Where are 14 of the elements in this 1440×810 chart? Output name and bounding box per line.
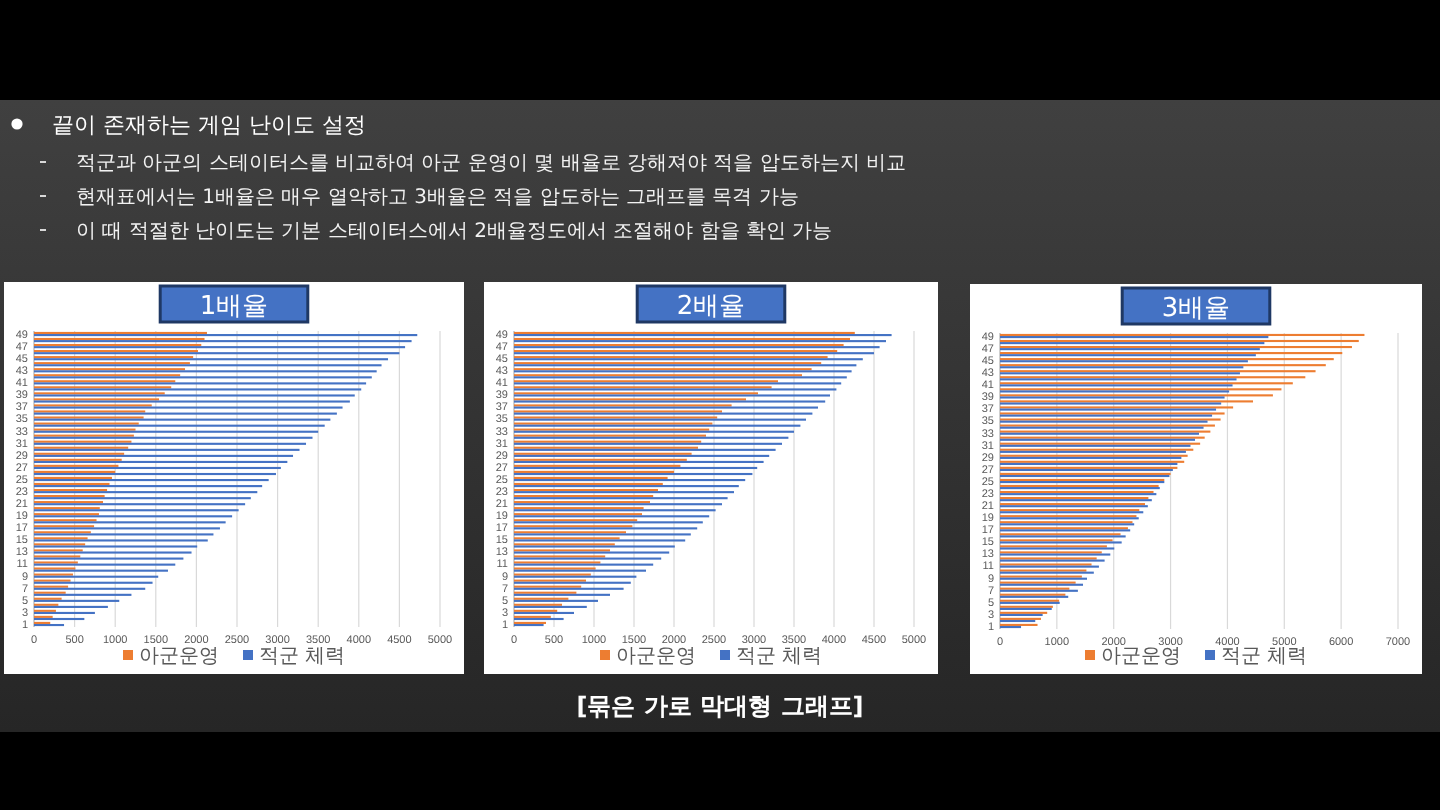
chart-title: 1배율 <box>199 292 269 322</box>
legend-label: 적군 체력 <box>736 646 823 668</box>
chart-title: 3배율 <box>1161 294 1231 324</box>
text: 끝이 존재하는 게임 난이도 설정 <box>52 112 366 138</box>
legend-label: 아군운영 <box>616 646 696 668</box>
text: [묶은 가로 막대형 그래프] <box>576 692 864 720</box>
text: 이 때 적절한 난이도는 기본 스테이터스에서 2배율정도에서 조절해야 함을 확인 가능 <box>76 221 833 243</box>
legend-label: 적군 체력 <box>1221 646 1308 668</box>
text: 적군과 아군의 스테이터스를 비교하여 아군 운영이 몇 배율로 강해져야 적을 압도하는지 비교 <box>76 153 906 175</box>
chart-title: 2배율 <box>676 292 746 322</box>
legend-label: 적군 체력 <box>259 646 346 668</box>
legend-label: 아군운영 <box>139 646 219 668</box>
text: 현재표에서는 1배율은 매우 열악하고 3배율은 적을 압도하는 그래프를 목격 가능 <box>76 187 799 209</box>
legend-label: 아군운영 <box>1101 646 1181 668</box>
